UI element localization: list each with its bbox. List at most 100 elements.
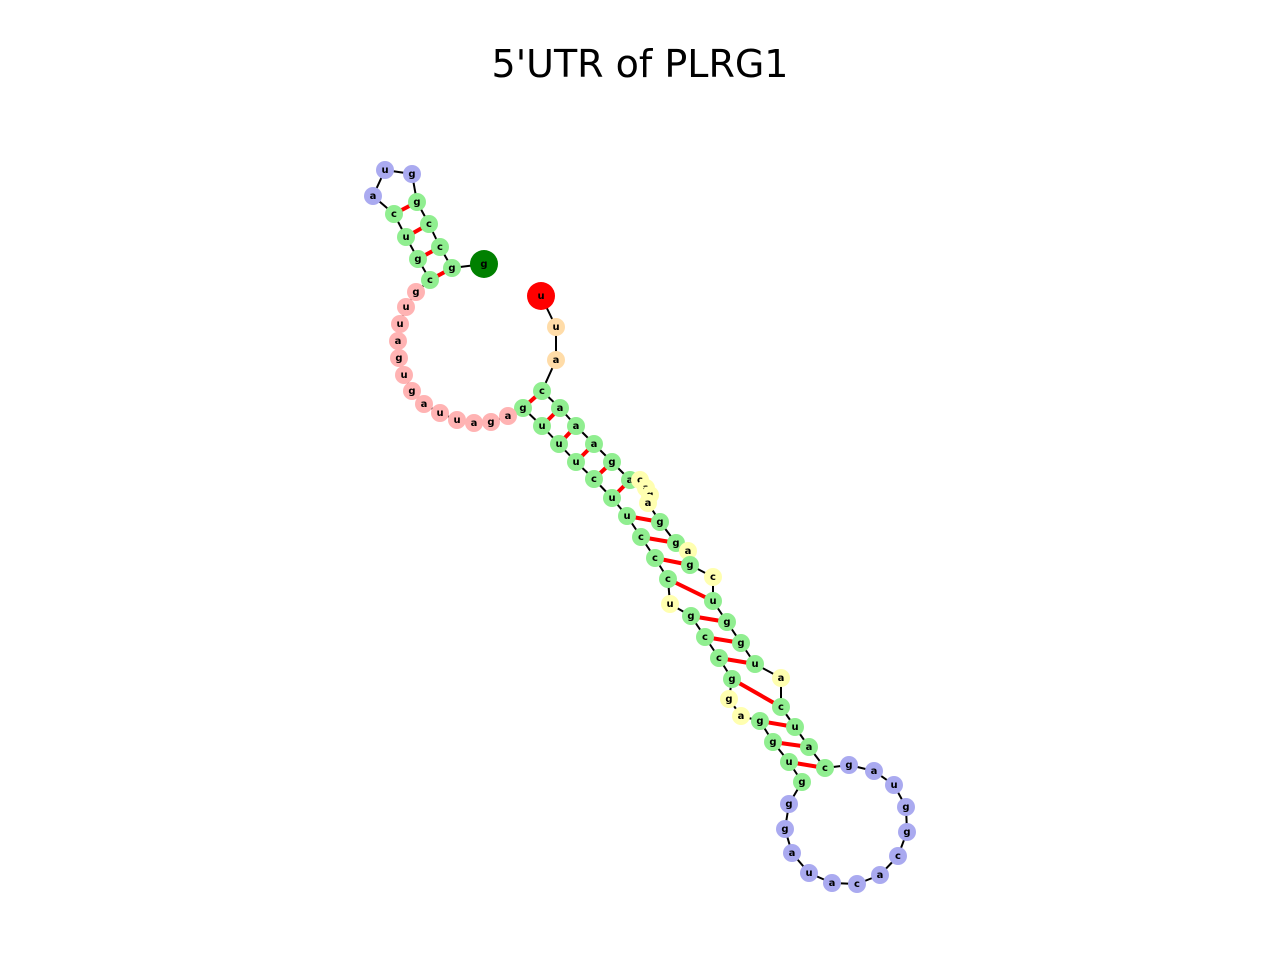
nucleotide-68: g <box>403 382 421 400</box>
nucleotide-label: a <box>505 411 512 422</box>
nucleotide-27: c <box>816 759 834 777</box>
nucleotide-label: g <box>845 760 852 771</box>
nucleotide-20: g <box>718 613 736 631</box>
nucleotide-46: g <box>720 690 738 708</box>
nucleotide-circle <box>391 315 409 333</box>
nucleotide-label: g <box>408 386 415 397</box>
nucleotide-5: a <box>551 399 569 417</box>
nucleotide-circle <box>848 875 866 893</box>
nucleotide-76: g <box>409 250 427 268</box>
nucleotide-14: g <box>651 513 669 531</box>
nucleotide-13: a <box>639 494 657 512</box>
nucleotide-label: a <box>395 336 402 347</box>
nucleotide-circle <box>407 283 425 301</box>
nucleotide-circle <box>431 238 449 256</box>
nucleotide-label: c <box>778 702 784 713</box>
nucleotide-circle <box>661 595 679 613</box>
nucleotide-circle <box>585 470 603 488</box>
nucleotide-label: g <box>656 517 663 528</box>
nucleotide-circle <box>780 795 798 813</box>
nucleotide-3: a <box>547 351 565 369</box>
nucleotide-label: a <box>789 848 796 859</box>
nucleotide-label: a <box>829 878 836 889</box>
nucleotide-label: c <box>391 209 397 220</box>
nucleotide-label: u <box>396 319 403 330</box>
nucleotide-label: a <box>591 439 598 450</box>
nucleotide-circle <box>681 556 699 574</box>
nucleotide-circle <box>682 607 700 625</box>
nucleotide-79: a <box>364 187 382 205</box>
nucleotide-label: g <box>448 263 455 274</box>
nucleotide-layer: uuacaaagacagaggagcugguacuacgauggcacauagg… <box>364 161 916 893</box>
nucleotide-label: g <box>480 259 487 270</box>
nucleotide-72: u <box>391 315 409 333</box>
nucleotide-circle <box>865 762 883 780</box>
nucleotide-circle <box>603 489 621 507</box>
nucleotide-circle <box>885 776 903 794</box>
nucleotide-circle <box>646 549 664 567</box>
nucleotide-label: g <box>798 777 805 788</box>
nucleotide-31: g <box>897 798 915 816</box>
diagram-title: 5'UTR of PLRG1 <box>491 42 789 86</box>
nucleotide-45: a <box>732 707 750 725</box>
nucleotide-21: g <box>732 634 750 652</box>
nucleotide-label: c <box>854 879 860 890</box>
nucleotide-label: u <box>751 659 758 670</box>
nucleotide-58: u <box>567 453 585 471</box>
nucleotide-1: u <box>527 282 555 310</box>
nucleotide-69: u <box>395 366 413 384</box>
nucleotide-circle <box>415 395 433 413</box>
nucleotide-circle <box>816 759 834 777</box>
nucleotide-label: a <box>421 399 428 410</box>
nucleotide-circle <box>431 404 449 422</box>
nucleotide-label: u <box>381 165 388 176</box>
nucleotide-circle <box>704 592 722 610</box>
nucleotide-label: u <box>555 439 562 450</box>
nucleotide-circle <box>618 507 636 525</box>
nucleotide-47: g <box>723 670 741 688</box>
nucleotide-label: g <box>608 457 615 468</box>
nucleotide-circle <box>704 568 722 586</box>
nucleotide-circle <box>659 570 677 588</box>
nucleotide-19: u <box>704 592 722 610</box>
nucleotide-label: u <box>890 780 897 791</box>
nucleotide-circle <box>732 707 750 725</box>
nucleotide-circle <box>696 628 714 646</box>
nucleotide-label: u <box>608 493 615 504</box>
nucleotide-73: u <box>397 298 415 316</box>
nucleotide-label: u <box>400 370 407 381</box>
nucleotide-38: a <box>783 844 801 862</box>
nucleotide-80: u <box>376 161 394 179</box>
nucleotide-circle <box>533 417 551 435</box>
nucleotide-label: c <box>710 572 716 583</box>
nucleotide-circle <box>772 669 790 687</box>
nucleotide-circle <box>720 690 738 708</box>
nucleotide-circle <box>710 649 728 667</box>
nucleotide-circle <box>499 407 517 425</box>
nucleotide-label: u <box>785 757 792 768</box>
nucleotide-25: u <box>786 718 804 736</box>
nucleotide-48: c <box>710 649 728 667</box>
nucleotide-label: g <box>408 169 415 180</box>
nucleotide-circle <box>585 435 603 453</box>
nucleotide-85: g <box>443 259 461 277</box>
nucleotide-circle <box>397 228 415 246</box>
nucleotide-49: c <box>696 628 714 646</box>
nucleotide-circle <box>780 753 798 771</box>
nucleotide-label: g <box>412 287 419 298</box>
nucleotide-64: a <box>465 414 483 432</box>
nucleotide-44: g <box>751 712 769 730</box>
nucleotide-7: a <box>585 435 603 453</box>
nucleotide-label: g <box>785 799 792 810</box>
nucleotide-label: g <box>902 802 909 813</box>
nucleotide-37: u <box>800 864 818 882</box>
nucleotide-70: g <box>390 349 408 367</box>
nucleotide-circle <box>800 738 818 756</box>
nucleotide-23: a <box>772 669 790 687</box>
nucleotide-circle <box>639 494 657 512</box>
nucleotide-label: c <box>895 851 901 862</box>
nucleotide-label: u <box>436 408 443 419</box>
nucleotide-22: u <box>746 655 764 673</box>
nucleotide-label: c <box>665 574 671 585</box>
